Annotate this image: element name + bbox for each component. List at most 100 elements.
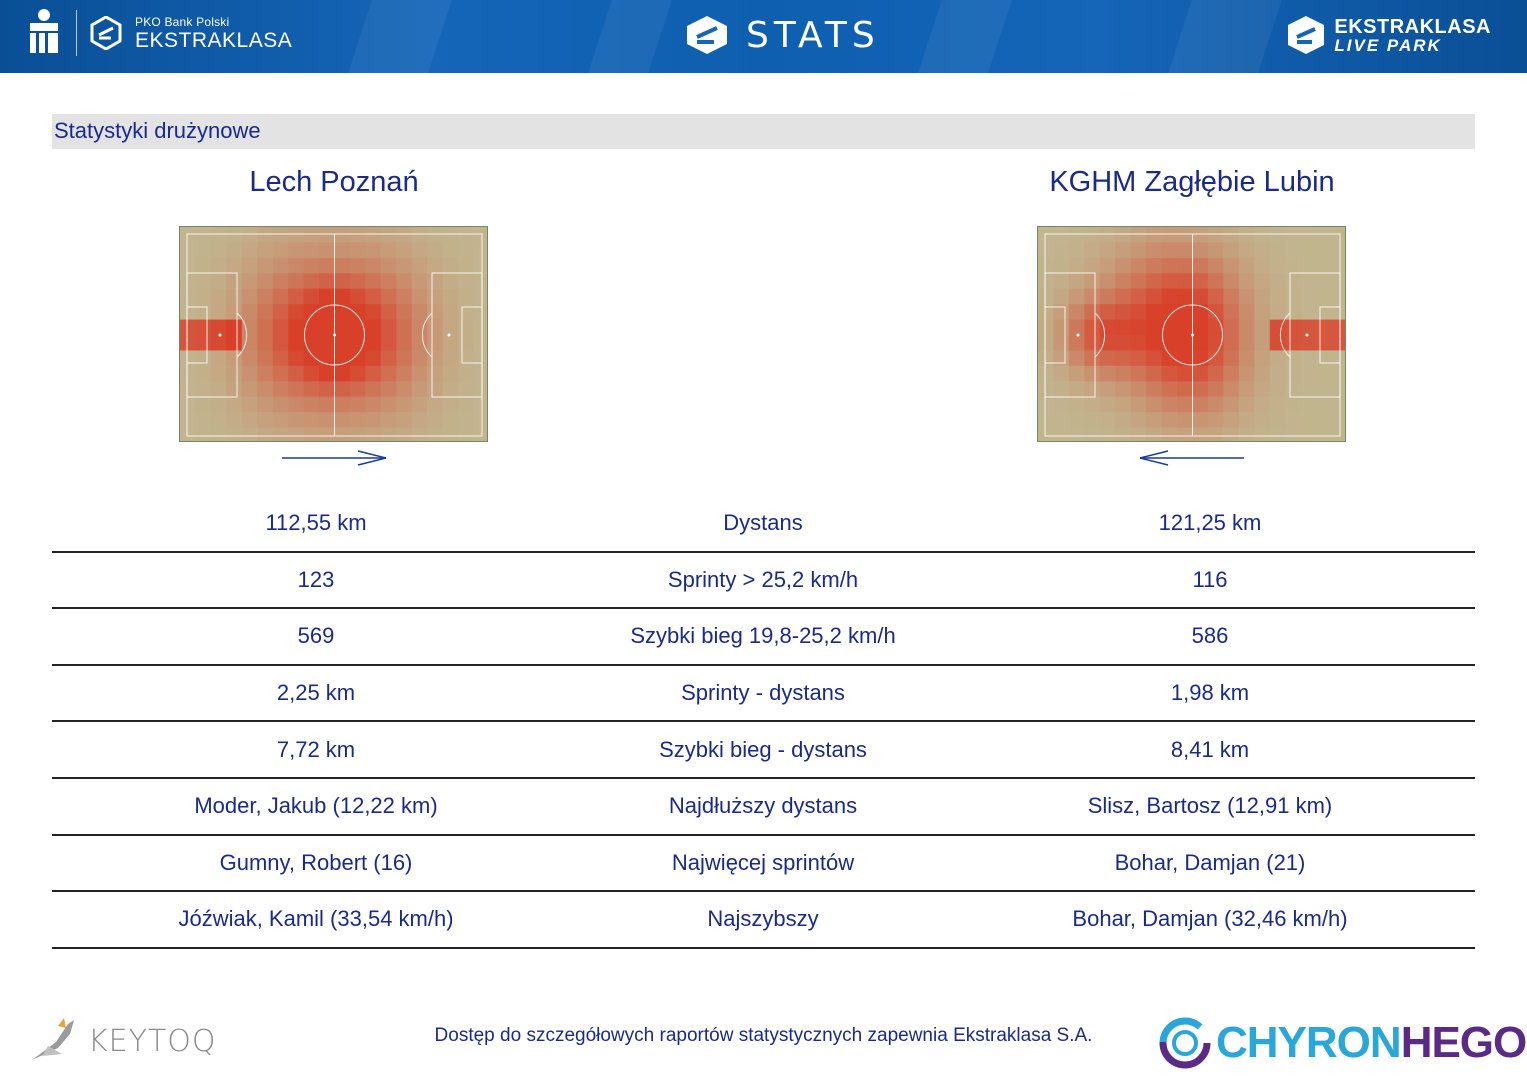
heatmap-cell [427,412,444,429]
stat-away-value: Slisz, Bartosz (12,91 km) [1087,793,1333,819]
heatmap-cell [1130,257,1147,274]
heatmap-cell [1038,242,1054,259]
heatmap-cell [272,273,289,290]
heatmap-cell [349,288,366,305]
heatmap-cell [226,288,243,305]
heatmap-cell [396,365,413,382]
heatmap-cell [411,304,428,321]
heatmap-cell [1300,427,1317,441]
chyronhego-swirl-icon [1159,1017,1211,1069]
heatmap-cell [1192,273,1209,290]
heatmap-cell [1130,227,1147,243]
heatmap-cell [180,412,196,429]
pitch-line [1279,312,1291,358]
heatmap-cell [1223,396,1240,413]
heatmap-cell [349,396,366,413]
heatmap-cell [458,257,475,274]
heatmap-cell [180,288,196,305]
heatmap-cell [411,227,428,243]
heatmap-cell [1084,319,1101,336]
heatmap-cell [1207,273,1224,290]
pitch-line [1044,306,1066,364]
heatmap-cell [1177,381,1193,398]
heatmap-cell [365,304,382,321]
heatmap-cell [257,273,274,290]
heatmap-cell [319,257,335,274]
heatmap-cell [1115,427,1132,441]
heatmap-cell [195,396,212,413]
heatmap-cell [1223,319,1240,336]
heatmap-cell [1300,365,1317,382]
heatmap-cell [1053,396,1070,413]
heatmap-cell [1238,288,1255,305]
heatmap-cell [180,242,196,259]
heatmap-cell [334,273,351,290]
stat-row: 2,25 km Sprinty - dystans 1,98 km [52,666,1475,723]
heatmap-cell [1300,381,1317,398]
heatmap-cell [210,304,227,321]
heatmap-cell [1099,335,1116,351]
heatmap-cell [349,242,366,259]
heatmap-cell [1331,304,1345,321]
heatmap-cell [1269,427,1286,441]
heatmap-cell [349,257,366,274]
heatmap-cell [1053,257,1070,274]
heatmap-cell [380,396,397,413]
heatmap-cell [1068,288,1085,305]
heatmap-cell [1038,427,1054,441]
stat-away-value: 121,25 km [1158,510,1262,536]
heatmap-cell [241,396,258,413]
heatmap-cell [319,396,335,413]
heatmap-cell [1146,350,1163,367]
heatmap-cell [1331,412,1345,429]
heatmap-cell [411,242,428,259]
chyron-wordmark-a: CHYRON [1216,1018,1402,1067]
keytoq-bird-icon [32,1018,74,1060]
heatmap-cell [1269,319,1286,336]
heatmap-cell [1254,365,1271,382]
heatmap-cell [1177,288,1193,305]
heatmap-cell [1084,365,1101,382]
heatmap-cell [1146,242,1163,259]
heatmap-cell [319,304,335,321]
heatmap-cell [473,381,487,398]
heatmap-cell [1177,304,1193,321]
heatmap-cell [458,335,475,351]
heatmap-cell [288,319,305,336]
heatmap-cell [303,412,320,429]
heatmap-cell [1300,257,1317,274]
heatmap-cell [396,257,413,274]
heatmap-cell [1115,381,1132,398]
heatmap-cell [1146,304,1163,321]
heatmap-cell [1038,227,1054,243]
heatmap-cell [396,335,413,351]
heatmap-cell [473,288,487,305]
heatmap-cell [1068,381,1085,398]
heatmap-cell [458,365,475,382]
heatmap-cell [473,365,487,382]
heatmap-cell [1269,304,1286,321]
heatmap-cell [334,427,351,441]
heatmap-cell [257,242,274,259]
heatmap-cell [1099,288,1116,305]
heatmap-cell [1099,412,1116,429]
heatmap-cell [226,350,243,367]
heatmap-cell [458,227,475,243]
heatmap-cell [1053,381,1070,398]
heatmap-cell [427,304,444,321]
heatmap-cell [1331,365,1345,382]
heatmap-cell [365,288,382,305]
heatmap-cell [1238,365,1255,382]
pitch-line [1094,312,1106,358]
heatmap-cell [1068,427,1085,441]
heatmap-cell [1285,335,1302,351]
heatmap-cell [380,412,397,429]
stat-home-value: Moder, Jakub (12,22 km) [194,793,438,819]
heatmap-cell [1254,427,1271,441]
heatmap-cell [226,412,243,429]
heatmap-cell [1316,273,1333,290]
heatmap-cell [1068,227,1085,243]
bank-name-small: PKO Bank Polski [135,14,230,29]
heatmap-cell [195,427,212,441]
heatmap-cell [1285,381,1302,398]
